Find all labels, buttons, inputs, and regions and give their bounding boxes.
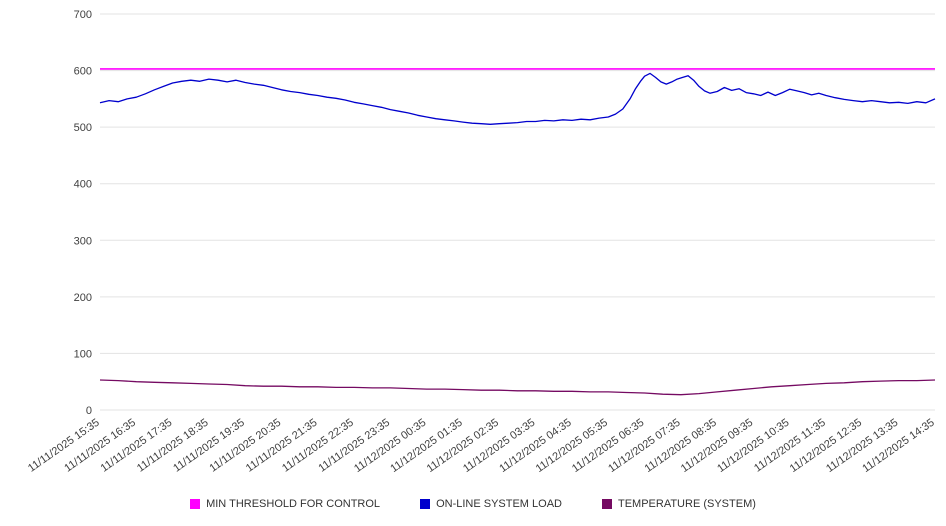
legend-swatch-online-system-load-icon: [420, 499, 431, 509]
y-tick-label: 400: [74, 179, 92, 191]
y-tick-label: 200: [74, 292, 92, 304]
chart-legend: MIN THRESHOLD FOR CONTROL ON-LINE SYSTEM…: [0, 498, 946, 510]
y-tick-label: 600: [74, 66, 92, 78]
legend-item-min-threshold: MIN THRESHOLD FOR CONTROL: [190, 498, 380, 510]
y-tick-label: 300: [74, 235, 92, 247]
y-tick-label: 0: [86, 405, 92, 417]
y-tick-label: 500: [74, 122, 92, 134]
legend-swatch-min-threshold-icon: [190, 499, 201, 509]
legend-item-online-system-load: ON-LINE SYSTEM LOAD: [420, 498, 562, 510]
y-tick-label: 700: [74, 9, 92, 21]
legend-label-online-system-load: ON-LINE SYSTEM LOAD: [436, 498, 562, 510]
y-tick-label: 100: [74, 348, 92, 360]
legend-item-temperature-system: TEMPERATURE (SYSTEM): [601, 498, 756, 510]
series-line-temperature-system: [99, 379, 936, 396]
legend-label-temperature-system: TEMPERATURE (SYSTEM): [617, 498, 756, 510]
legend-swatch-temperature-system-icon: [601, 499, 612, 509]
series-line-online-system-load: [99, 72, 936, 125]
legend-label-min-threshold: MIN THRESHOLD FOR CONTROL: [206, 498, 381, 510]
